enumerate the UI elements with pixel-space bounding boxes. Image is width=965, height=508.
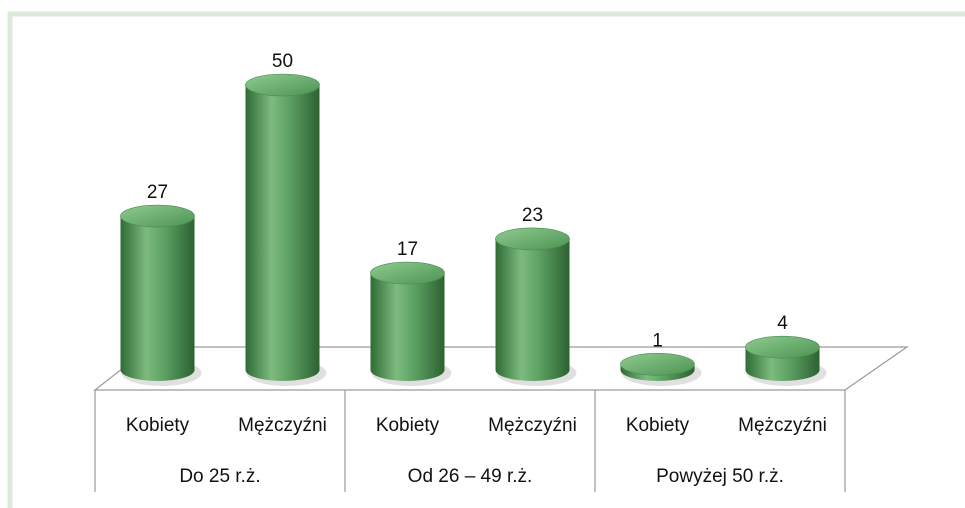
data-label: 4 <box>777 313 788 334</box>
data-label: 17 <box>397 239 418 260</box>
bar <box>370 273 445 381</box>
data-label: 1 <box>652 330 663 351</box>
x-tick-label: Mężczyźni <box>738 415 827 436</box>
x-tick-label: Kobiety <box>126 415 190 436</box>
data-label: 23 <box>522 205 543 226</box>
bar-top <box>120 204 195 228</box>
data-label: 27 <box>147 182 168 203</box>
bar-top <box>745 335 820 359</box>
bar-top <box>245 73 320 97</box>
x-tick-label: Kobiety <box>376 415 440 436</box>
bar-top <box>495 227 570 251</box>
group-label: Powyżej 50 r.ż. <box>656 466 784 487</box>
group-label: Od 26 – 49 r.ż. <box>408 466 533 487</box>
data-label: 50 <box>272 51 293 72</box>
bar <box>245 85 320 381</box>
x-tick-label: Kobiety <box>626 415 690 436</box>
x-tick-label: Mężczyźni <box>238 415 327 436</box>
bar-top <box>620 352 695 376</box>
bar <box>120 216 195 381</box>
bar-top <box>370 261 445 285</box>
category-axis <box>94 390 846 492</box>
frame <box>7 11 965 508</box>
group-label: Do 25 r.ż. <box>179 466 260 487</box>
x-tick-label: Mężczyźni <box>488 415 577 436</box>
bar <box>495 238 570 381</box>
